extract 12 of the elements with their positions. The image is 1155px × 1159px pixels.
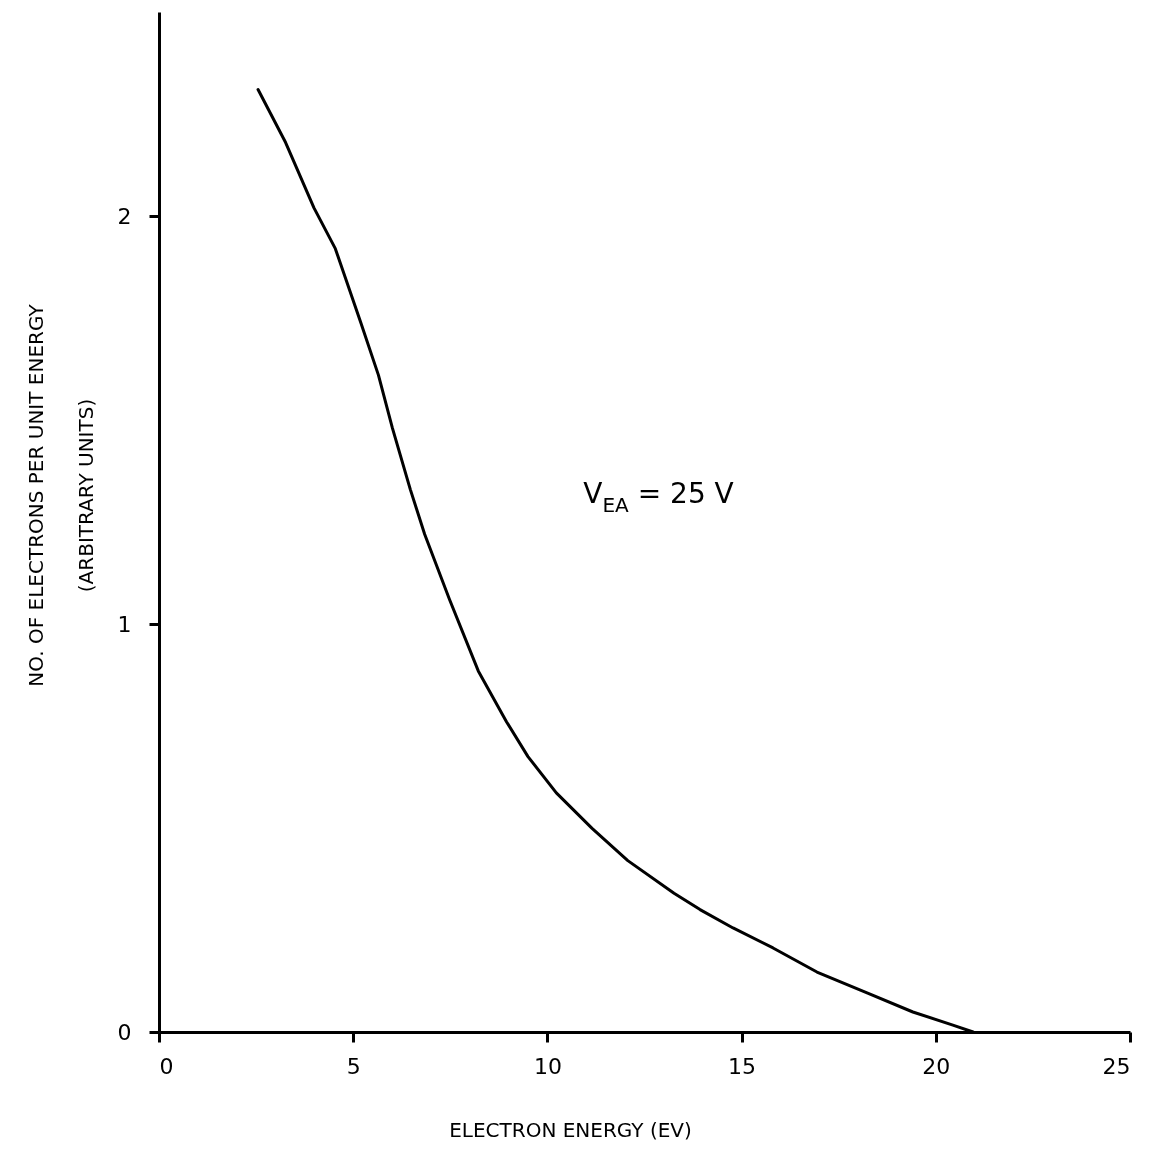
y-tick-label: 2 bbox=[117, 203, 132, 229]
x-tick-label: 15 bbox=[728, 1053, 757, 1079]
y-tick-label: 1 bbox=[117, 611, 132, 637]
x-tick-label: 5 bbox=[346, 1053, 361, 1079]
y-tick-label: 0 bbox=[117, 1019, 132, 1045]
x-tick-label: 20 bbox=[922, 1053, 951, 1079]
x-tick-label: 10 bbox=[533, 1053, 562, 1079]
annotation: V$_{EA}$ = 25 V bbox=[583, 477, 734, 518]
x-axis-title: ELECTRON ENERGY (EV) bbox=[449, 1117, 692, 1142]
x-tick-label: 25 bbox=[1102, 1053, 1131, 1079]
text: NO. OF ELECTRONS PER UNIT ENERGY (ARBITRARY UNITS) bbox=[23, 304, 98, 687]
x-tick-label: 0 bbox=[159, 1053, 174, 1079]
